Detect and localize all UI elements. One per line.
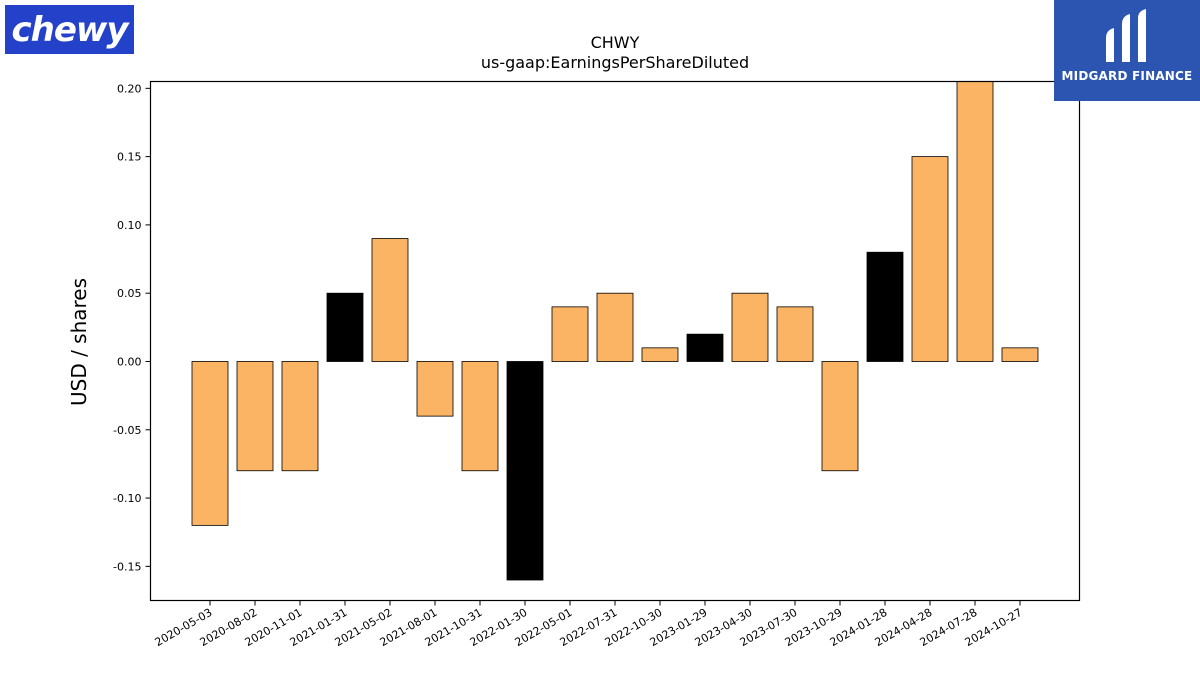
y-tick-label: 0.05 bbox=[117, 287, 142, 300]
bar-2024-01-28 bbox=[866, 251, 904, 362]
chewy-logo: chewy bbox=[5, 5, 134, 54]
y-axis-label: USD / shares bbox=[67, 278, 91, 406]
bar-2021-08-01 bbox=[416, 361, 454, 417]
y-tick-label: -0.10 bbox=[113, 492, 141, 505]
bar-2022-01-30 bbox=[506, 361, 544, 581]
bar-2020-08-02 bbox=[236, 361, 274, 472]
midgard-mark-icon bbox=[1106, 9, 1146, 62]
y-ticks-group: -0.15 -0.10 -0.05 0.00 0.05 0.10 0.15 0.20 bbox=[113, 82, 151, 573]
bar-2023-01-29 bbox=[686, 333, 724, 362]
x-ticks-group: 2020-05-032020-08-022020-11-012021-01-31… bbox=[153, 600, 1025, 649]
bar-2021-05-02 bbox=[371, 238, 409, 362]
bar-2023-07-30 bbox=[776, 306, 814, 362]
y-tick-label: 0.20 bbox=[117, 82, 142, 95]
midgard-finance-logo: MIDGARD FINANCE bbox=[1054, 0, 1200, 101]
chewy-logo-text: chewy bbox=[11, 9, 129, 50]
bar-2022-10-30 bbox=[641, 347, 679, 362]
bar-2023-10-29 bbox=[821, 361, 859, 472]
bar-2024-04-28 bbox=[911, 156, 949, 362]
y-tick-label: 0.00 bbox=[117, 355, 142, 368]
y-tick-label: 0.15 bbox=[117, 151, 142, 164]
bar-2024-10-27 bbox=[1001, 347, 1039, 362]
chart-subtitle: us-gaap:EarningsPerShareDiluted bbox=[481, 53, 749, 72]
bar-2023-04-30 bbox=[731, 292, 769, 362]
bar-2022-07-31 bbox=[596, 292, 634, 362]
bar-2020-11-01 bbox=[281, 361, 319, 472]
chart-title: CHWY bbox=[591, 33, 640, 52]
y-tick-label: 0.10 bbox=[117, 219, 142, 232]
bar-2022-05-01 bbox=[551, 306, 589, 362]
y-tick-label: -0.15 bbox=[113, 560, 141, 573]
y-tick-label: -0.05 bbox=[113, 424, 141, 437]
bar-2024-07-28 bbox=[956, 81, 994, 362]
bar-2021-01-31 bbox=[326, 292, 364, 362]
bar-2020-05-03 bbox=[191, 361, 229, 526]
midgard-logo-text: MIDGARD FINANCE bbox=[1061, 69, 1193, 83]
bars-group bbox=[191, 81, 1039, 581]
bar-2021-10-31 bbox=[461, 361, 499, 472]
